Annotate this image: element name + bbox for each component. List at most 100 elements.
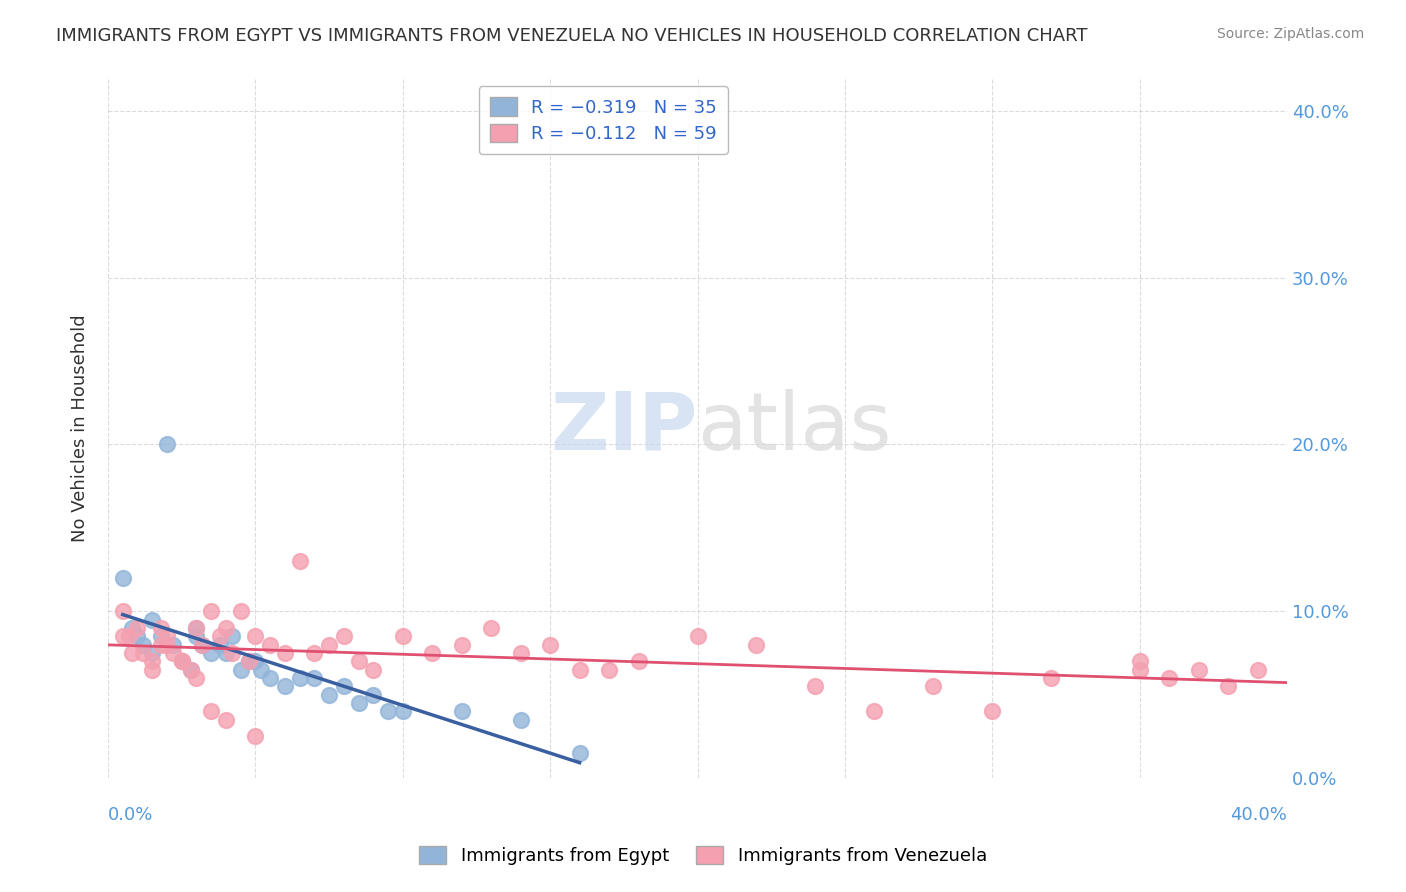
Point	[215, 646, 238, 660]
Point	[361, 688, 384, 702]
Point	[170, 654, 193, 668]
Point	[141, 646, 163, 660]
Point	[215, 621, 238, 635]
Text: atlas: atlas	[697, 389, 891, 467]
Point	[150, 629, 173, 643]
Point	[598, 663, 620, 677]
Point	[127, 629, 149, 643]
Point	[377, 704, 399, 718]
Point	[627, 654, 650, 668]
Point	[229, 604, 252, 618]
Legend: R = −0.319   N = 35, R = −0.112   N = 59: R = −0.319 N = 35, R = −0.112 N = 59	[478, 87, 728, 154]
Point	[191, 638, 214, 652]
Point	[745, 638, 768, 652]
Point	[245, 654, 267, 668]
Point	[1040, 671, 1063, 685]
Point	[274, 646, 297, 660]
Point	[450, 638, 472, 652]
Point	[121, 621, 143, 635]
Point	[141, 663, 163, 677]
Point	[215, 713, 238, 727]
Point	[221, 629, 243, 643]
Point	[245, 729, 267, 743]
Point	[200, 604, 222, 618]
Point	[318, 638, 340, 652]
Point	[333, 679, 356, 693]
Point	[304, 646, 326, 660]
Point	[186, 671, 208, 685]
Text: IMMIGRANTS FROM EGYPT VS IMMIGRANTS FROM VENEZUELA NO VEHICLES IN HOUSEHOLD CORR: IMMIGRANTS FROM EGYPT VS IMMIGRANTS FROM…	[56, 27, 1088, 45]
Point	[180, 663, 202, 677]
Point	[509, 713, 531, 727]
Point	[117, 629, 139, 643]
Point	[191, 638, 214, 652]
Point	[1188, 663, 1211, 677]
Point	[333, 629, 356, 643]
Point	[391, 629, 413, 643]
Point	[111, 571, 134, 585]
Point	[170, 654, 193, 668]
Point	[922, 679, 945, 693]
Point	[162, 646, 184, 660]
Point	[509, 646, 531, 660]
Point	[259, 671, 281, 685]
Point	[1129, 654, 1152, 668]
Point	[420, 646, 443, 660]
Point	[981, 704, 1004, 718]
Point	[347, 696, 370, 710]
Point	[208, 629, 231, 643]
Point	[150, 638, 173, 652]
Point	[245, 629, 267, 643]
Point	[288, 554, 311, 568]
Point	[1246, 663, 1268, 677]
Point	[221, 646, 243, 660]
Text: Source: ZipAtlas.com: Source: ZipAtlas.com	[1216, 27, 1364, 41]
Point	[132, 646, 155, 660]
Point	[863, 704, 886, 718]
Point	[186, 621, 208, 635]
Point	[1216, 679, 1239, 693]
Point	[132, 638, 155, 652]
Y-axis label: No Vehicles in Household: No Vehicles in Household	[72, 314, 89, 541]
Point	[186, 621, 208, 635]
Point	[229, 663, 252, 677]
Point	[686, 629, 709, 643]
Point	[568, 746, 591, 760]
Point	[208, 638, 231, 652]
Point	[238, 654, 260, 668]
Point	[1129, 663, 1152, 677]
Point	[156, 638, 179, 652]
Point	[259, 638, 281, 652]
Point	[274, 679, 297, 693]
Text: 40.0%: 40.0%	[1230, 806, 1286, 824]
Point	[141, 654, 163, 668]
Text: 0.0%: 0.0%	[108, 806, 153, 824]
Point	[186, 629, 208, 643]
Point	[127, 621, 149, 635]
Point	[156, 629, 179, 643]
Point	[111, 604, 134, 618]
Point	[200, 704, 222, 718]
Point	[391, 704, 413, 718]
Point	[180, 663, 202, 677]
Point	[156, 437, 179, 451]
Point	[111, 629, 134, 643]
Point	[568, 663, 591, 677]
Point	[150, 621, 173, 635]
Point	[361, 663, 384, 677]
Point	[200, 646, 222, 660]
Point	[538, 638, 561, 652]
Point	[250, 663, 273, 677]
Point	[170, 654, 193, 668]
Point	[141, 613, 163, 627]
Legend: Immigrants from Egypt, Immigrants from Venezuela: Immigrants from Egypt, Immigrants from V…	[411, 837, 995, 874]
Text: ZIP: ZIP	[550, 389, 697, 467]
Point	[288, 671, 311, 685]
Point	[450, 704, 472, 718]
Point	[238, 654, 260, 668]
Point	[318, 688, 340, 702]
Point	[162, 638, 184, 652]
Point	[304, 671, 326, 685]
Point	[1159, 671, 1181, 685]
Point	[804, 679, 827, 693]
